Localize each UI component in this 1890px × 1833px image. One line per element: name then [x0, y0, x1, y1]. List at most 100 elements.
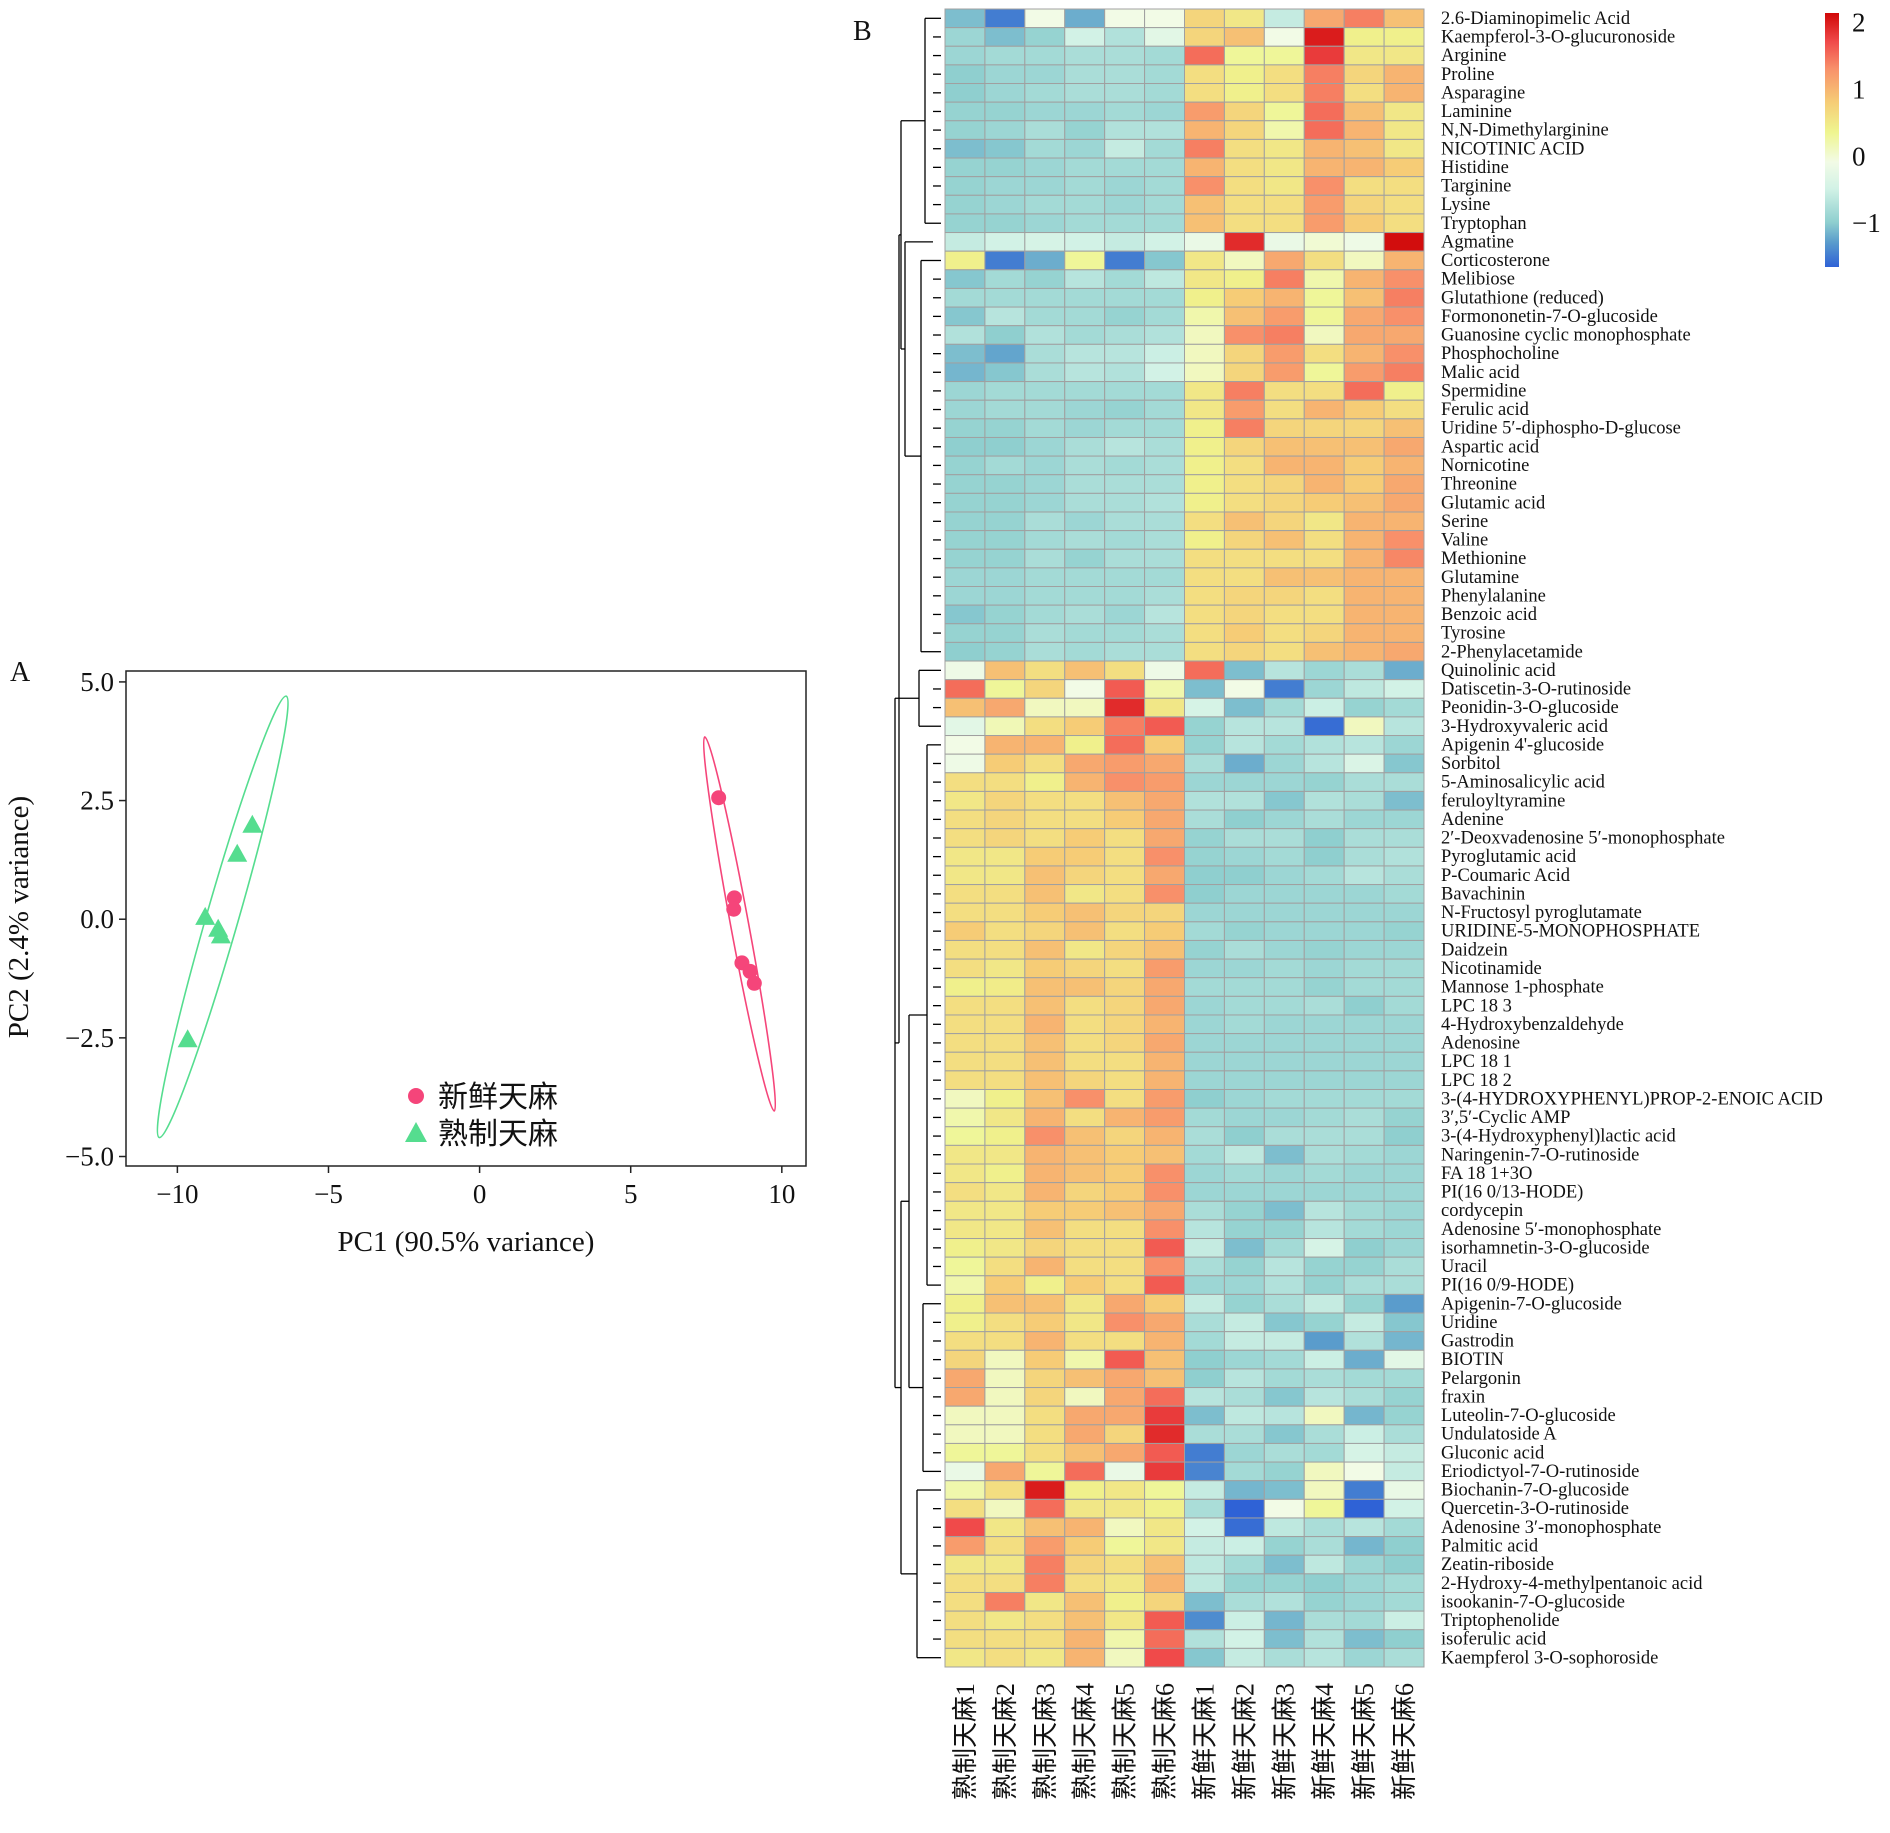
heatmap-cell: [1184, 176, 1225, 196]
heatmap-cell: [1383, 1536, 1425, 1556]
heatmap-cell: [1303, 623, 1345, 643]
heatmap-cell: [944, 1200, 986, 1221]
colorbar-ticks: 2 1 0 −1: [1852, 8, 1881, 239]
heatmap-cell: [1383, 27, 1425, 47]
row-label: cordycepin: [1441, 1201, 1523, 1221]
heatmap-cell: [1303, 1275, 1345, 1295]
heatmap-cell: [1104, 176, 1146, 196]
heatmap-cell: [1024, 1033, 1066, 1053]
heatmap-cell: [1383, 641, 1425, 662]
heatmap-cell: [984, 586, 1026, 606]
heatmap-cell: [1064, 399, 1106, 420]
heatmap-cell: [984, 660, 1026, 681]
heatmap-cell: [944, 1070, 986, 1090]
heatmap-cell: [1184, 1480, 1225, 1500]
heatmap-cell: [1383, 343, 1425, 364]
row-label: Pelargonin: [1441, 1369, 1521, 1389]
heatmap-cell: [1343, 381, 1385, 401]
heatmap-cell: [984, 679, 1026, 699]
heatmap-cell: [1104, 418, 1146, 438]
heatmap-cell: [1223, 1610, 1265, 1631]
heatmap-cell: [1303, 399, 1345, 420]
heatmap-cell: [1303, 1033, 1345, 1053]
heatmap-cell: [1223, 958, 1265, 979]
heatmap-cell: [1144, 939, 1186, 960]
heatmap-cell: [1184, 1256, 1225, 1277]
heatmap-cell: [1024, 138, 1066, 159]
heatmap-cell: [1064, 1368, 1106, 1389]
heatmap-cell: [1383, 1461, 1425, 1482]
heatmap-cell: [1303, 1368, 1345, 1389]
heatmap-cell: [1263, 977, 1305, 997]
heatmap-cell: [1303, 8, 1345, 29]
confidence-ellipses: [156, 695, 777, 1139]
heatmap-cell: [1383, 138, 1425, 159]
heatmap-cell: [1343, 1480, 1385, 1500]
row-label: Arginine: [1441, 46, 1506, 66]
heatmap-cell: [1263, 194, 1305, 215]
heatmap-cell: [1184, 846, 1225, 867]
heatmap-cell: [1184, 902, 1225, 923]
heatmap-cell: [1024, 939, 1066, 960]
heatmap-cell: [1303, 995, 1345, 1016]
heatmap-cell: [1104, 399, 1146, 420]
heatmap-cell: [1104, 83, 1146, 103]
heatmap-cell: [1064, 455, 1106, 476]
heatmap-cell: [1263, 418, 1305, 438]
heatmap-cell: [944, 697, 986, 718]
data-point-circle: [726, 901, 742, 917]
heatmap-cell: [944, 157, 986, 178]
heatmap-cell: [1303, 977, 1345, 997]
heatmap-cell: [1144, 1498, 1186, 1519]
row-label: Adenosine 5′-monophosphate: [1441, 1220, 1661, 1240]
heatmap-cell: [1024, 1200, 1066, 1221]
heatmap-cell: [1383, 1387, 1425, 1407]
heatmap-cell: [1104, 1517, 1146, 1538]
heatmap-cell: [1064, 995, 1106, 1016]
heatmap-cell: [1343, 846, 1385, 867]
heatmap-cell: [1223, 1331, 1265, 1351]
heatmap-cell: [1263, 8, 1305, 29]
heatmap-cell: [1383, 1107, 1425, 1128]
row-label: N-Fructosyl pyroglutamate: [1441, 903, 1642, 923]
heatmap-cell: [984, 492, 1026, 513]
heatmap-cell: [1343, 325, 1385, 345]
row-label: Uracil: [1441, 1257, 1487, 1277]
heatmap-cell: [1184, 641, 1225, 662]
row-label: 2.6-Diaminopimelic Acid: [1441, 9, 1631, 29]
heatmap-cell: [1064, 772, 1106, 792]
heatmap-cell: [1024, 958, 1066, 979]
heatmap-cell: [1303, 1126, 1345, 1146]
heatmap-cell: [1223, 1200, 1265, 1221]
heatmap-cell: [1064, 436, 1106, 457]
heatmap-cell: [1144, 64, 1186, 85]
row-label: Datiscetin-3-O-rutinoside: [1441, 680, 1631, 700]
heatmap-cell: [1024, 1442, 1066, 1463]
heatmap-cell: [1144, 641, 1186, 662]
heatmap-cell: [984, 548, 1026, 569]
heatmap-cell: [1223, 716, 1265, 737]
heatmap-cell: [1343, 623, 1385, 643]
heatmap-cell: [1303, 679, 1345, 699]
row-label: 5-Aminosalicylic acid: [1441, 773, 1606, 793]
heatmap-cell: [1303, 567, 1345, 588]
heatmap-cell: [1383, 958, 1425, 979]
heatmap-cell: [1064, 716, 1106, 737]
heatmap-cell: [944, 977, 986, 997]
heatmap-cell: [1144, 1238, 1186, 1258]
heatmap-cell: [1303, 511, 1345, 532]
heatmap-cell: [984, 1647, 1026, 1668]
heatmap-cell: [1343, 1442, 1385, 1463]
heatmap-cell: [1064, 1182, 1106, 1202]
heatmap-cell: [1343, 1182, 1385, 1202]
row-label: Laminine: [1441, 102, 1512, 122]
heatmap-cell: [1184, 716, 1225, 737]
row-label: LPC 18 2: [1441, 1071, 1512, 1091]
heatmap-cell: [1064, 1480, 1106, 1500]
heatmap-cell: [1263, 1368, 1305, 1389]
heatmap-cell: [1263, 790, 1305, 811]
heatmap-cell: [1343, 157, 1385, 178]
heatmap-cell: [1223, 455, 1265, 476]
heatmap-cell: [1144, 343, 1186, 364]
heatmap-cell: [1303, 436, 1345, 457]
